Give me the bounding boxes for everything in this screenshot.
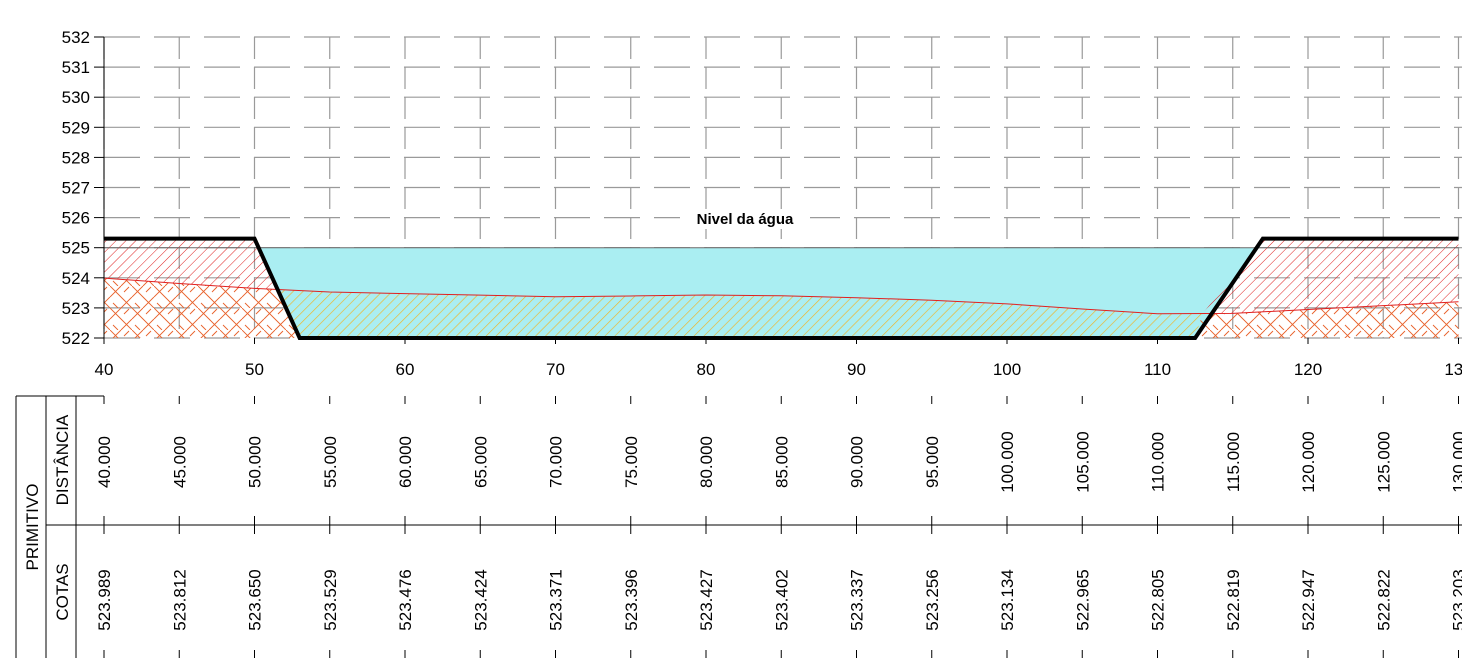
x-tick-label-130: 130	[1444, 360, 1462, 379]
x-tick-label-70: 70	[546, 360, 565, 379]
y-tick-label-528: 528	[62, 148, 90, 167]
cota-value-4: 523.476	[396, 569, 415, 630]
x-tick-label-40: 40	[95, 360, 114, 379]
distance-value-17: 125.000	[1374, 431, 1393, 492]
x-tick-label-50: 50	[245, 360, 264, 379]
x-tick-label-100: 100	[993, 360, 1021, 379]
cota-value-3: 523.529	[321, 569, 340, 630]
y-tick-label-525: 525	[62, 239, 90, 258]
distance-value-8: 80.000	[697, 436, 716, 488]
distance-value-6: 70.000	[547, 436, 566, 488]
profile-table: PRIMITIVO DISTÂNCIA COTAS 40.000523.9894…	[15, 395, 1462, 658]
water-level-label: Nivel da água	[697, 211, 794, 228]
x-tick-label-60: 60	[396, 360, 415, 379]
cota-value-2: 523.650	[246, 569, 265, 630]
cota-value-0: 523.989	[95, 569, 114, 630]
embankment-fill-area	[277, 289, 1203, 338]
cota-value-16: 522.947	[1299, 569, 1318, 630]
y-tick-label-524: 524	[62, 269, 90, 288]
distance-value-2: 50.000	[246, 436, 265, 488]
cota-value-8: 523.427	[697, 569, 716, 630]
distance-value-9: 85.000	[772, 436, 791, 488]
distance-value-5: 65.000	[471, 436, 490, 488]
cota-value-9: 523.402	[772, 569, 791, 630]
distance-value-7: 75.000	[622, 436, 641, 488]
distance-value-16: 120.000	[1299, 431, 1318, 492]
water-label-bg	[680, 209, 810, 229]
cut-hatch-left	[104, 238, 278, 290]
channel-outline	[104, 236, 1459, 340]
table-cells: 40.000 523.989 45.000 523.812 50.000 523.650 5…	[95, 396, 1462, 658]
distance-value-1: 45.000	[170, 436, 189, 488]
ground-weave-left	[104, 278, 300, 338]
cota-value-14: 522.805	[1149, 569, 1168, 630]
distance-value-4: 60.000	[396, 436, 415, 488]
table-group-label: PRIMITIVO	[23, 484, 42, 571]
cota-value-15: 522.819	[1224, 569, 1243, 630]
cota-value-17: 522.822	[1374, 569, 1393, 630]
distance-value-10: 90.000	[848, 436, 867, 488]
table-row-label-cotas: COTAS	[53, 563, 72, 620]
distance-value-12: 100.000	[998, 431, 1017, 492]
table-row-label-distancia: DISTÂNCIA	[53, 414, 72, 505]
cota-value-6: 523.371	[547, 569, 566, 630]
cota-value-18: 523.203	[1450, 569, 1462, 630]
x-tick-label-120: 120	[1294, 360, 1322, 379]
x-axis: 40 50 60 70 80 90 100 110 120 130	[95, 338, 1462, 379]
y-tick-label-532: 532	[62, 28, 90, 47]
distance-value-0: 40.000	[95, 436, 114, 488]
distance-value-15: 115.000	[1224, 432, 1243, 492]
cut-hatch-right	[1202, 238, 1459, 314]
distance-value-11: 95.000	[923, 436, 942, 488]
terrain-line	[104, 277, 1459, 315]
y-tick-label-522: 522	[62, 329, 90, 348]
y-tick-label-530: 530	[62, 88, 90, 107]
cota-value-5: 523.424	[471, 569, 490, 630]
cota-value-10: 523.337	[848, 569, 867, 630]
y-axis: 532 531 530 529 528 527 526 525 524 523 522	[62, 28, 105, 348]
y-tick-label-527: 527	[62, 179, 90, 198]
cota-value-1: 523.812	[170, 569, 189, 630]
distance-value-3: 55.000	[321, 436, 340, 488]
x-tick-label-90: 90	[847, 360, 866, 379]
distance-value-18: 130.000	[1450, 431, 1462, 492]
distance-value-14: 110.000	[1149, 432, 1168, 492]
y-tick-label-526: 526	[62, 209, 90, 228]
y-tick-label-523: 523	[62, 299, 90, 318]
x-tick-label-80: 80	[697, 360, 716, 379]
cota-value-13: 522.965	[1073, 569, 1092, 630]
cota-value-11: 523.256	[923, 569, 942, 630]
y-tick-label-531: 531	[62, 58, 90, 77]
x-tick-label-110: 110	[1144, 360, 1171, 379]
ground-weave-right	[1195, 301, 1459, 338]
cota-value-12: 523.134	[998, 569, 1017, 630]
cota-value-7: 523.396	[622, 569, 641, 630]
y-tick-label-529: 529	[62, 118, 90, 137]
distance-value-13: 105.000	[1073, 431, 1092, 492]
